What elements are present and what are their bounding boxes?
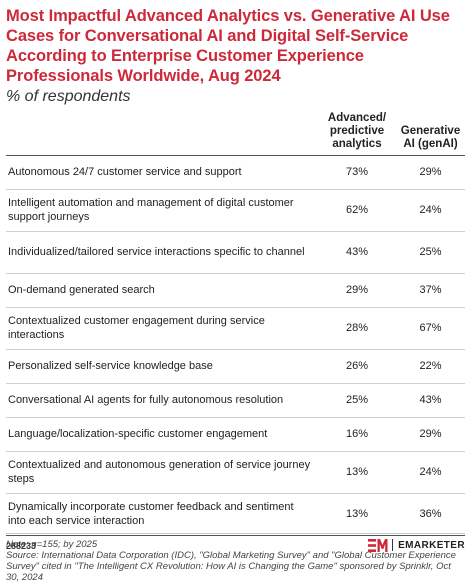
advanced-analytics-value: 13% (318, 451, 396, 494)
chart-subtitle: % of respondents (6, 88, 131, 105)
header-label-empty (6, 112, 318, 156)
row-label: Intelligent automation and management of… (6, 189, 318, 232)
genai-value: 37% (396, 273, 465, 308)
genai-value: 29% (396, 155, 465, 190)
table-row: Contextualized and autonomous generation… (6, 451, 465, 494)
genai-value: 29% (396, 417, 465, 452)
table-row: Individualized/tailored service interact… (6, 231, 465, 274)
brand-name: EMARKETER (398, 539, 465, 551)
row-label: Personalized self-service knowledge base (6, 349, 318, 384)
genai-value: 24% (396, 451, 465, 494)
advanced-analytics-value: 29% (318, 273, 396, 308)
table-header-row: Advanced/ predictive analytics Generativ… (6, 112, 465, 156)
genai-value: 43% (396, 383, 465, 418)
genai-value: 25% (396, 231, 465, 274)
genai-value: 36% (396, 493, 465, 536)
table-row: Autonomous 24/7 customer service and sup… (6, 155, 465, 190)
chart-container: Most Impactful Advanced Analytics vs. Ge… (6, 6, 465, 583)
footer: 288233 EMARKETER (6, 533, 465, 554)
column-header: Advanced/ predictive analytics (318, 112, 396, 156)
genai-value: 24% (396, 189, 465, 232)
advanced-analytics-value: 43% (318, 231, 396, 274)
row-label: Autonomous 24/7 customer service and sup… (6, 155, 318, 190)
advanced-analytics-value: 16% (318, 417, 396, 452)
row-label: Contextualized and autonomous generation… (6, 451, 318, 494)
row-label: Dynamically incorporate customer feedbac… (6, 493, 318, 536)
table-row: On-demand generated search 29% 37% (6, 273, 465, 308)
table-row: Contextualized customer engagement durin… (6, 307, 465, 350)
genai-value: 22% (396, 349, 465, 384)
source-text: Source: International Data Corporation (… (6, 550, 456, 583)
column-header: Generative AI (genAI) (396, 112, 465, 156)
row-label: Conversational AI agents for fully auton… (6, 383, 318, 418)
advanced-analytics-value: 73% (318, 155, 396, 190)
table-row: Conversational AI agents for fully auton… (6, 383, 465, 418)
row-label: Individualized/tailored service interact… (6, 231, 318, 274)
table-row: Personalized self-service knowledge base… (6, 349, 465, 384)
table-row: Language/localization-specific customer … (6, 417, 465, 452)
brand-logo: EMARKETER (368, 538, 465, 552)
row-label: On-demand generated search (6, 273, 318, 308)
chart-title: Most Impactful Advanced Analytics vs. Ge… (6, 7, 450, 85)
advanced-analytics-value: 25% (318, 383, 396, 418)
chart-id: 288233 (6, 541, 37, 551)
advanced-analytics-value: 13% (318, 493, 396, 536)
table-row: Dynamically incorporate customer feedbac… (6, 493, 465, 536)
advanced-analytics-value: 62% (318, 189, 396, 232)
genai-value: 67% (396, 307, 465, 350)
table-row: Intelligent automation and management of… (6, 189, 465, 232)
note-text: Note: n=155; by 2025 (6, 539, 98, 550)
data-table: Advanced/ predictive analytics Generativ… (6, 112, 465, 536)
emarketer-logo-icon (368, 538, 388, 552)
row-label: Contextualized customer engagement durin… (6, 307, 318, 350)
table-body: Autonomous 24/7 customer service and sup… (6, 155, 465, 536)
brand-separator (392, 539, 394, 551)
advanced-analytics-value: 28% (318, 307, 396, 350)
advanced-analytics-value: 26% (318, 349, 396, 384)
row-label: Language/localization-specific customer … (6, 417, 318, 452)
